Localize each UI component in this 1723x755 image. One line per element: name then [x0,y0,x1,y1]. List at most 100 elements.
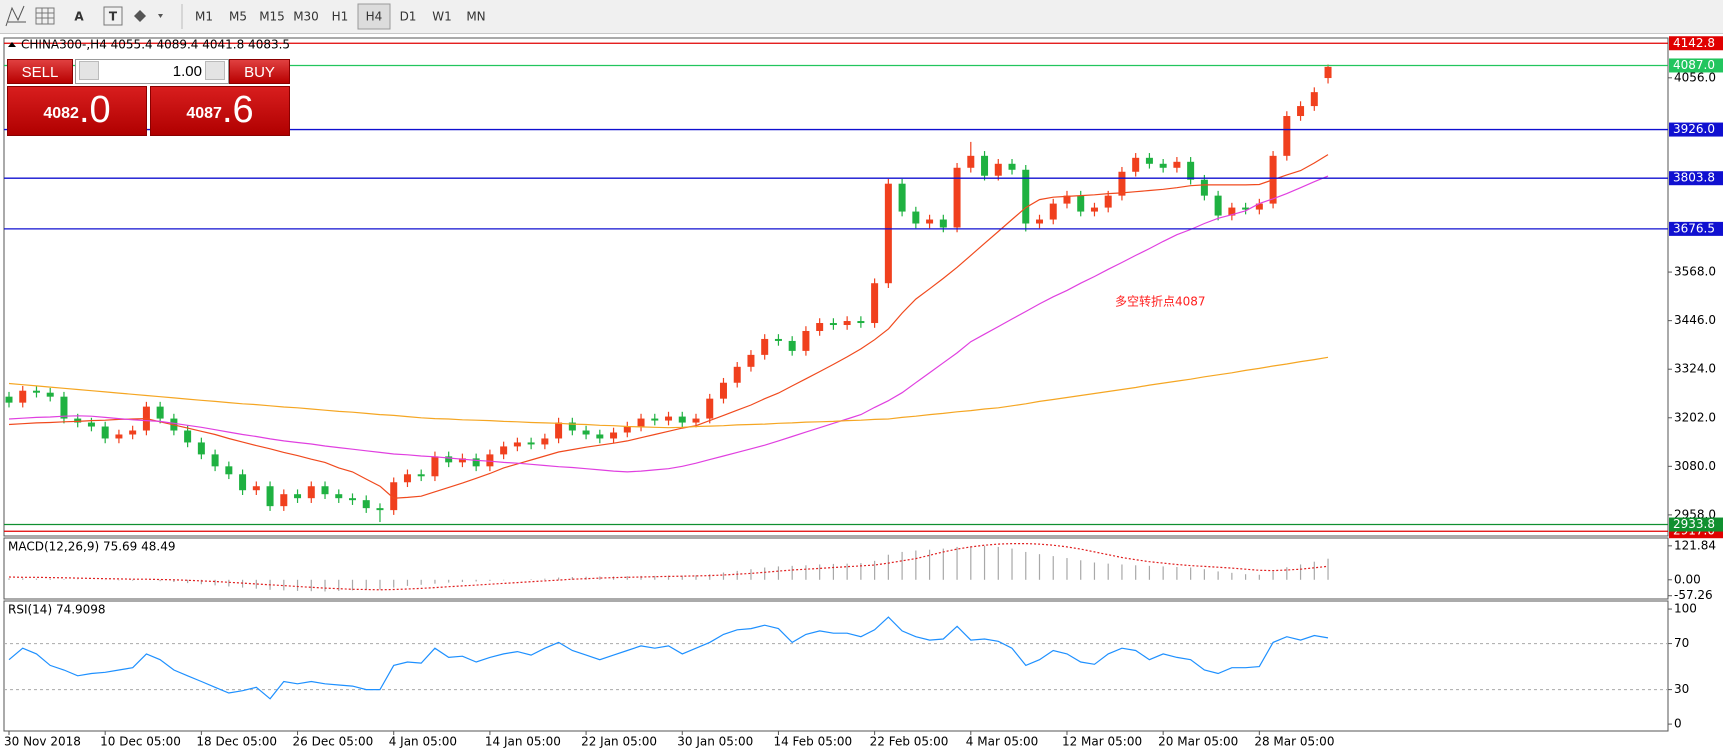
shapes-tool[interactable] [134,10,163,22]
timeframe-label[interactable]: M5 [229,10,247,24]
chart-icon[interactable] [5,5,26,27]
candle-body [1022,169,1030,224]
x-tick-label: 4 Mar 05:00 [966,735,1039,749]
label-tool[interactable]: T [109,10,118,24]
timeframe-label[interactable]: M1 [195,10,213,24]
y-tick-label: 3324.0 [1674,362,1716,376]
candle-body [403,474,411,483]
candle-body [774,338,782,341]
candle-body [1310,92,1318,107]
candle-body [184,430,192,443]
y-tick-label: 3446.0 [1674,313,1716,327]
timeframe-button[interactable] [357,3,391,30]
candle-body [417,474,425,477]
candle-body [500,446,508,455]
sell-price[interactable]: 4082.0 [7,86,147,136]
y-tick-label: 100 [1674,602,1697,616]
candle-body [197,442,205,455]
y-tick-label: 4056.0 [1674,70,1716,84]
timeframe-label[interactable]: H1 [332,10,349,24]
candle-body [610,432,618,439]
buy-price-main: 4087 [186,105,222,122]
candle-body [665,416,673,421]
candle-body [486,454,494,467]
x-tick-label: 4 Jan 05:00 [389,735,457,749]
price-level-label: 3803.8 [1673,171,1715,185]
sell-button[interactable]: SELL [7,59,73,84]
chart-title: CHINA300-,H4 4055.4 4089.4 4041.8 4083.5 [21,38,290,52]
panel-frame [3,537,1669,600]
candle-body [239,474,247,491]
candle-body [1187,161,1195,180]
timeframe-label[interactable]: MN [466,10,485,24]
candle-body [871,283,879,324]
candle-body [32,390,40,393]
candle-body [294,494,302,499]
candle-body [857,321,865,324]
timeframe-label[interactable]: M30 [293,10,319,24]
x-tick-label: 22 Jan 05:00 [581,735,657,749]
label-tool-frame [103,6,123,26]
buy-button[interactable]: BUY [229,59,290,84]
candle-body [1324,66,1332,79]
candle-body [156,406,164,419]
candle-body [747,354,755,367]
y-tick-label: 0.00 [1674,572,1701,586]
y-tick-label: -57.26 [1674,588,1713,602]
x-tick-label: 10 Dec 05:00 [100,735,181,749]
text-tool[interactable]: A [74,10,84,24]
moving-average [8,175,1329,473]
candle-body [843,321,851,326]
y-tick-label: 3568.0 [1674,265,1716,279]
timeframe-label[interactable]: W1 [432,10,452,24]
candle-body [1063,195,1071,204]
candle-body [1297,106,1305,117]
lot-up[interactable] [205,61,225,80]
candle-body [816,323,824,331]
price-level-label: 3676.5 [1673,221,1715,235]
candle-body [829,323,837,326]
buy-price-big: .6 [221,89,254,131]
price-level-label: 2933.8 [1673,517,1715,531]
candle-body [5,396,13,403]
candle-body [1242,207,1250,210]
candle-body [87,422,95,427]
candle-body [719,382,727,399]
candle-body [431,456,439,477]
candle-body [651,418,659,421]
toolbar-icons: A T M1 M5 M15 M30 H1 H4 D1 W1 MN [5,3,486,30]
price-level-tag [1669,58,1723,73]
y-tick-label: 3202.0 [1674,410,1716,424]
timeframe-label[interactable]: H4 [366,10,383,24]
candle-body [733,366,741,383]
lot-down[interactable] [79,61,99,80]
candle-body [1255,203,1263,210]
candle-body [692,418,700,423]
y-tick-label: 3080.0 [1674,459,1716,473]
candle-body [1159,163,1167,168]
timeframe-label[interactable]: M15 [259,10,285,24]
candle-body [967,155,975,168]
buy-price[interactable]: 4087.6 [150,86,290,136]
candle-body [1200,179,1208,196]
candle-body [555,422,563,439]
timeframe-label[interactable]: D1 [400,10,417,24]
candle-body [802,330,810,351]
candle-body [1077,195,1085,212]
candle-body [349,498,356,501]
x-tick-label: 28 Mar 05:00 [1254,735,1334,749]
grid-icon[interactable] [35,7,55,25]
y-tick-label: 70 [1674,636,1689,650]
candle-body [390,482,398,511]
x-tick-label: 12 Mar 05:00 [1062,735,1142,749]
one-click-trading: SELL 1.00 BUY 4082.0 4087.6 [7,59,290,136]
candle-body [1008,163,1016,170]
candle-body [46,392,54,397]
candle-body [981,155,989,176]
lot-input[interactable]: 1.00 [75,59,229,84]
candle-body [513,442,521,447]
panel: 121.84 0.00 -57.26 MACD(12,26,9) 75.69 48.4… [3,537,1716,602]
candle-body [252,486,260,491]
candle-body [939,219,947,228]
